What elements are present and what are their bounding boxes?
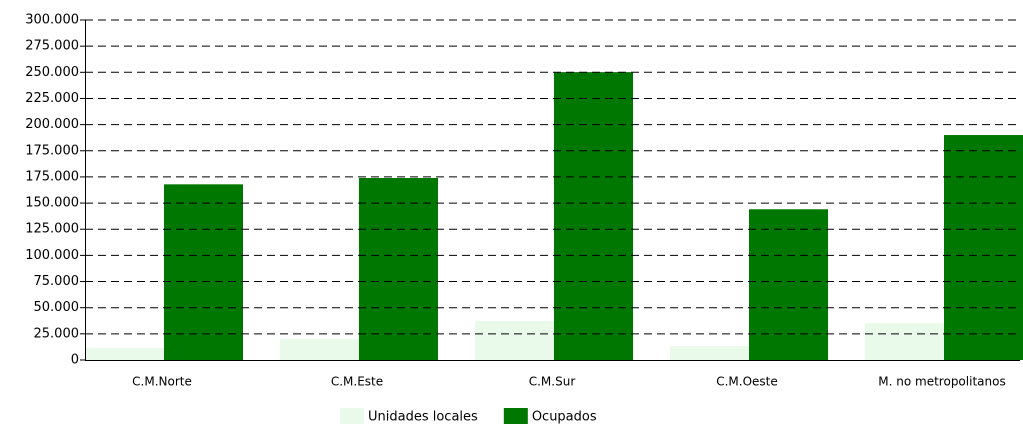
x-tick-label: C.M.Sur bbox=[529, 375, 576, 389]
bar bbox=[670, 346, 749, 360]
bar bbox=[359, 177, 438, 360]
y-tick-label: 50.000 bbox=[34, 300, 80, 315]
bar bbox=[865, 323, 944, 360]
bar bbox=[554, 72, 633, 360]
y-tick-label: 150.000 bbox=[25, 196, 79, 211]
bar bbox=[944, 135, 1023, 360]
x-tick-label: M. no metropolitanos bbox=[878, 375, 1005, 389]
y-tick-label: 0 bbox=[71, 353, 79, 368]
y-tick-label: 250.000 bbox=[25, 65, 79, 80]
bar bbox=[280, 339, 359, 360]
bar bbox=[749, 209, 828, 360]
x-tick-label: C.M.Oeste bbox=[716, 375, 778, 389]
y-tick-label: 225.000 bbox=[25, 91, 79, 106]
legend-label: Unidades locales bbox=[368, 410, 478, 425]
x-tick-label: C.M.Este bbox=[331, 375, 383, 389]
bar bbox=[164, 184, 243, 360]
y-tick-label: 300.000 bbox=[25, 13, 79, 28]
y-tick-label: 175.000 bbox=[25, 169, 79, 184]
y-tick-label: 25.000 bbox=[34, 326, 80, 341]
y-tick-label: 100.000 bbox=[25, 248, 79, 263]
y-tick-label: 175.000 bbox=[25, 143, 79, 158]
y-tick-label: 75.000 bbox=[34, 274, 80, 289]
x-tick-label: C.M.Norte bbox=[132, 375, 192, 389]
y-tick-label: 275.000 bbox=[25, 39, 79, 54]
y-tick-label: 200.000 bbox=[25, 117, 79, 132]
legend-label: Ocupados bbox=[532, 410, 597, 425]
legend-swatch bbox=[340, 408, 364, 424]
plot-area bbox=[86, 72, 1023, 360]
legend-swatch bbox=[503, 408, 528, 424]
bar bbox=[475, 321, 554, 360]
y-tick-label: 125.000 bbox=[25, 222, 79, 237]
bar bbox=[86, 347, 164, 360]
